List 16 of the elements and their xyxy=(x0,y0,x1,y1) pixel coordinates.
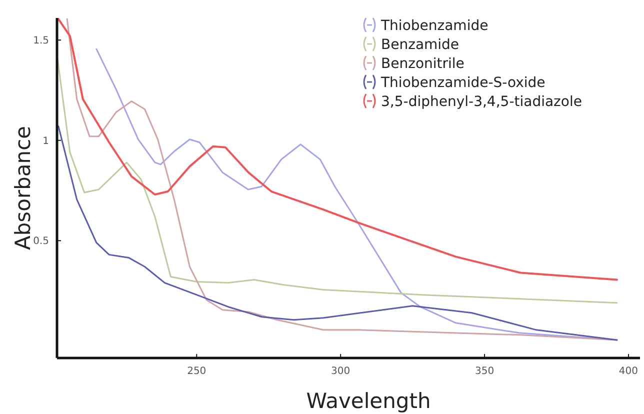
y-axis-title: Absorbance xyxy=(11,126,35,250)
legend-label: Benzonitrile xyxy=(381,56,464,72)
x-tick-label: 250 xyxy=(187,366,206,377)
line-series xyxy=(58,126,618,341)
legend-label: Thiobenzamide-S-oxide xyxy=(380,75,546,91)
legend-label: 3,5-diphenyl-3,4,5-tiadiazole xyxy=(381,94,582,110)
legend-label: Thiobenzamide xyxy=(380,18,488,34)
y-tick-label: 1 xyxy=(42,136,49,147)
y-tick-label: 1.5 xyxy=(33,36,49,47)
x-axis-title: Wavelength xyxy=(306,389,431,413)
y-tick-label: 0.5 xyxy=(33,236,49,248)
x-tick-label: 400 xyxy=(618,366,638,377)
line-series xyxy=(57,18,618,281)
x-tick-label: 300 xyxy=(331,366,350,377)
legend-label: Benzamide xyxy=(381,37,460,53)
x-tick-label: 350 xyxy=(474,366,494,377)
